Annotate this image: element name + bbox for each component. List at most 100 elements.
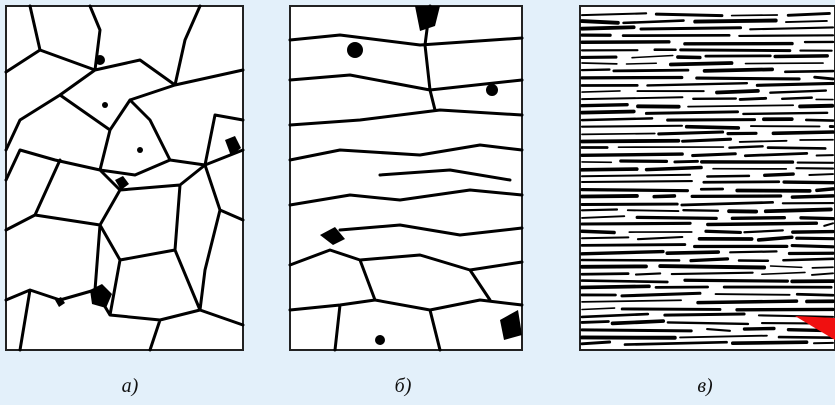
fiber-streak [697,78,799,79]
fiber-streak [784,182,833,183]
panel-b [290,6,522,350]
fiber-streak [757,83,833,85]
pore [347,42,363,58]
fiber-streak [785,71,833,72]
fiber-streak [654,196,674,197]
fiber-streak [582,133,655,134]
fiber-streak [687,127,739,128]
fiber-streak [745,329,774,330]
fiber-streak [613,321,664,323]
fiber-streak [665,314,744,315]
fiber-streak [582,237,628,238]
fiber-streak [766,209,831,211]
fiber-streak [667,252,718,253]
fiber-streak [707,176,749,177]
fiber-streak [582,252,663,254]
fiber-streak [797,238,833,239]
fiber-streak [675,161,698,162]
fiber-streak [582,231,614,232]
fiber-streak [582,210,617,211]
fiber-streak [582,169,637,170]
panel-label: б) [395,375,412,397]
fiber-streak [683,210,718,211]
fiber-streak [792,246,833,247]
fiber-streak [788,13,829,15]
panel-c [580,6,835,350]
fiber-streak [582,70,609,71]
fiber-streak [815,77,833,79]
pore [486,84,498,96]
fiber-streak [698,301,797,303]
fiber-streak [582,196,637,197]
panel-label: в) [697,375,713,397]
fiber-streak [636,273,660,274]
fiber-streak [582,330,691,331]
fiber-streak [732,218,784,219]
fiber-streak [641,28,741,29]
fiber-streak [706,231,740,232]
fiber-streak [582,111,634,112]
fiber-streak [786,21,827,22]
fiber-streak [614,70,688,71]
fiber-streak [779,337,833,338]
fiber-streak [582,342,610,344]
figure: а) б) в) [0,0,835,405]
fiber-streak [733,342,807,343]
panel-a [6,6,243,350]
fiber-streak [801,218,833,219]
fiber-streak [797,294,833,295]
fiber-streak [729,146,762,147]
fiber-streak [582,281,667,282]
fiber-streak [647,168,702,170]
fiber-streak [812,267,833,268]
fiber-streak [672,273,753,274]
fiber-streak [716,294,790,295]
fiber-streak [582,181,692,182]
fiber-streak [582,141,678,142]
pore [137,147,143,153]
fiber-streak [582,274,628,275]
fiber-streak [659,132,723,134]
fiber-streak [582,190,687,191]
fiber-streak [793,232,833,233]
fiber-streak [717,91,758,93]
pore [95,55,105,65]
fiber-streak [681,50,790,51]
fiber-streak [705,69,773,70]
fiber-streak [582,286,649,287]
fiber-streak [685,280,787,281]
fiber-streak [582,245,685,246]
fiber-streak [683,139,731,141]
fiber-streak [775,56,827,57]
fiber-streak [693,154,736,156]
fiber-streak [582,118,652,120]
fiber-streak [817,189,833,190]
fiber-streak [582,321,608,322]
fiber-streak [582,27,634,28]
fiber-streak [806,120,833,121]
fiber-streak [782,98,811,99]
fiber-streak [656,14,722,15]
fiber-streak [783,259,833,260]
fiber-streak [582,154,682,155]
fiber-streak [708,223,817,224]
fiber-streak [646,112,737,114]
fiber-streak [622,309,720,310]
fiber-streak [582,126,682,127]
fiber-streak [792,196,833,197]
fiber-streak [660,266,764,267]
fiber-streak [582,223,690,224]
pore [102,102,108,108]
fiber-streak [637,217,716,218]
fiber-streak [626,63,656,64]
fiber-streak [740,98,765,99]
fiber-streak [732,15,778,16]
fiber-streak [809,174,833,175]
fiber-streak [730,251,776,252]
fiber-streak [628,210,679,211]
pore [375,335,385,345]
fiber-streak [668,322,748,324]
fiber-streak [765,174,793,175]
fiber-streak [768,148,825,149]
fiber-streak [739,35,833,36]
